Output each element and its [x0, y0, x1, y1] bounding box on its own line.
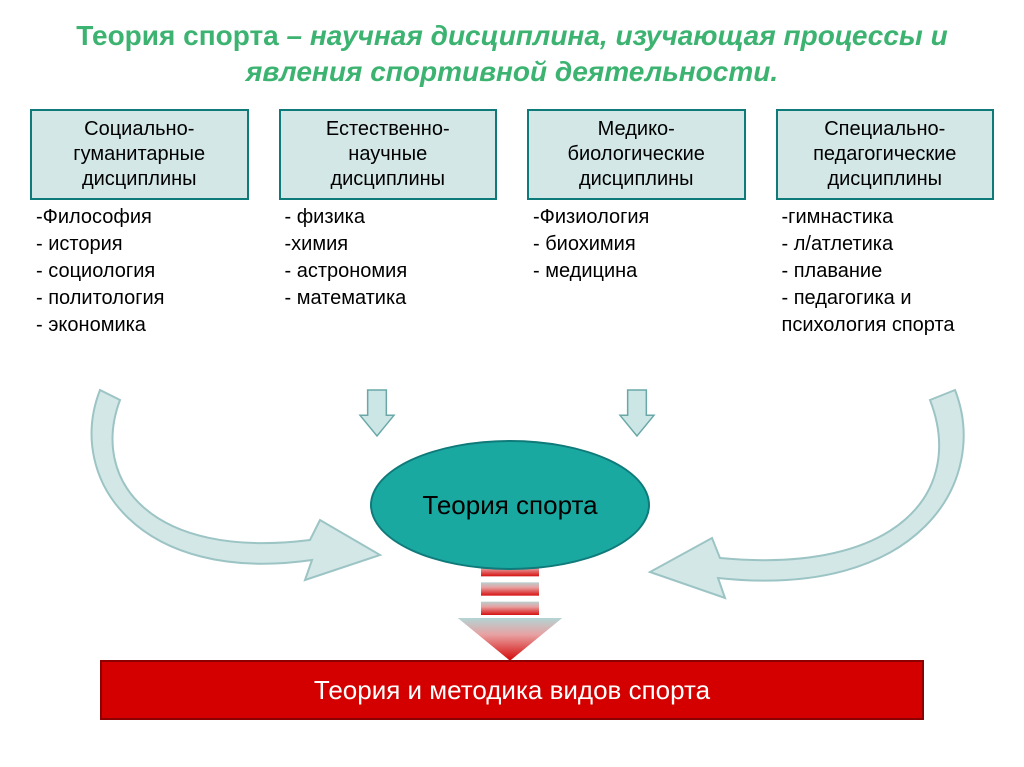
box-3-l3: дисциплины [579, 168, 694, 190]
list-item: - физика [285, 204, 498, 231]
list-1: -Философия- история- социология- политол… [30, 204, 249, 339]
box-2-l2: научные [348, 143, 427, 165]
box-1: Социально- гуманитарные дисциплины [30, 109, 249, 200]
list-4: -гимнастика- л/атлетика- плавание- педаг… [776, 204, 995, 339]
list-item: -Физиология [533, 204, 746, 231]
list-item: - педагогика и [782, 285, 995, 312]
list-item: - биохимия [533, 231, 746, 258]
list-item: - история [36, 231, 249, 258]
list-item: - социология [36, 258, 249, 285]
box-2-l1: Естественно- [326, 118, 450, 140]
list-item: - астрономия [285, 258, 498, 285]
curved-arrow-left-icon [92, 390, 380, 580]
box-4-l3: дисциплины [827, 168, 942, 190]
bottom-bar: Теория и методика видов спорта [100, 660, 924, 720]
box-3: Медико- биологические дисциплины [527, 109, 746, 200]
box-2-l3: дисциплины [330, 168, 445, 190]
box-4: Специально- педагогические дисциплины [776, 109, 995, 200]
box-2: Естественно- научные дисциплины [279, 109, 498, 200]
title-main: Теория спорта [76, 20, 278, 51]
box-3-l1: Медико- [598, 118, 675, 140]
list-item: - политология [36, 285, 249, 312]
list-item: - л/атлетика [782, 231, 995, 258]
box-4-l1: Специально- [824, 118, 945, 140]
boxes-row: Социально- гуманитарные дисциплины Естес… [0, 101, 1024, 200]
list-2: - физика-химия- астрономия- математика [279, 204, 498, 339]
list-item: - математика [285, 285, 498, 312]
list-item: психология спорта [782, 312, 995, 339]
box-1-l2: гуманитарные [73, 143, 205, 165]
list-item: -Философия [36, 204, 249, 231]
box-4-l2: педагогические [813, 143, 956, 165]
down-arrow-icon [360, 390, 394, 436]
title-rest: – научная дисциплина, изучающая процессы… [246, 20, 948, 87]
list-item: - экономика [36, 312, 249, 339]
list-item: - медицина [533, 258, 746, 285]
box-1-l3: дисциплины [82, 168, 197, 190]
ellipse-label: Теория спорта [422, 490, 597, 521]
box-3-l2: биологические [568, 143, 705, 165]
lists-row: -Философия- история- социология- политол… [0, 200, 1024, 339]
list-item: - плавание [782, 258, 995, 285]
list-item: -гимнастика [782, 204, 995, 231]
curved-arrow-right-icon [650, 390, 964, 598]
down-arrow-icon [620, 390, 654, 436]
list-item: -химия [285, 231, 498, 258]
box-1-l1: Социально- [84, 118, 194, 140]
big-down-arrow-icon [455, 562, 565, 662]
page-title: Теория спорта – научная дисциплина, изуч… [0, 0, 1024, 101]
bottom-label: Теория и методика видов спорта [314, 675, 710, 706]
center-ellipse: Теория спорта [370, 440, 650, 570]
list-3: -Физиология- биохимия- медицина [527, 204, 746, 339]
